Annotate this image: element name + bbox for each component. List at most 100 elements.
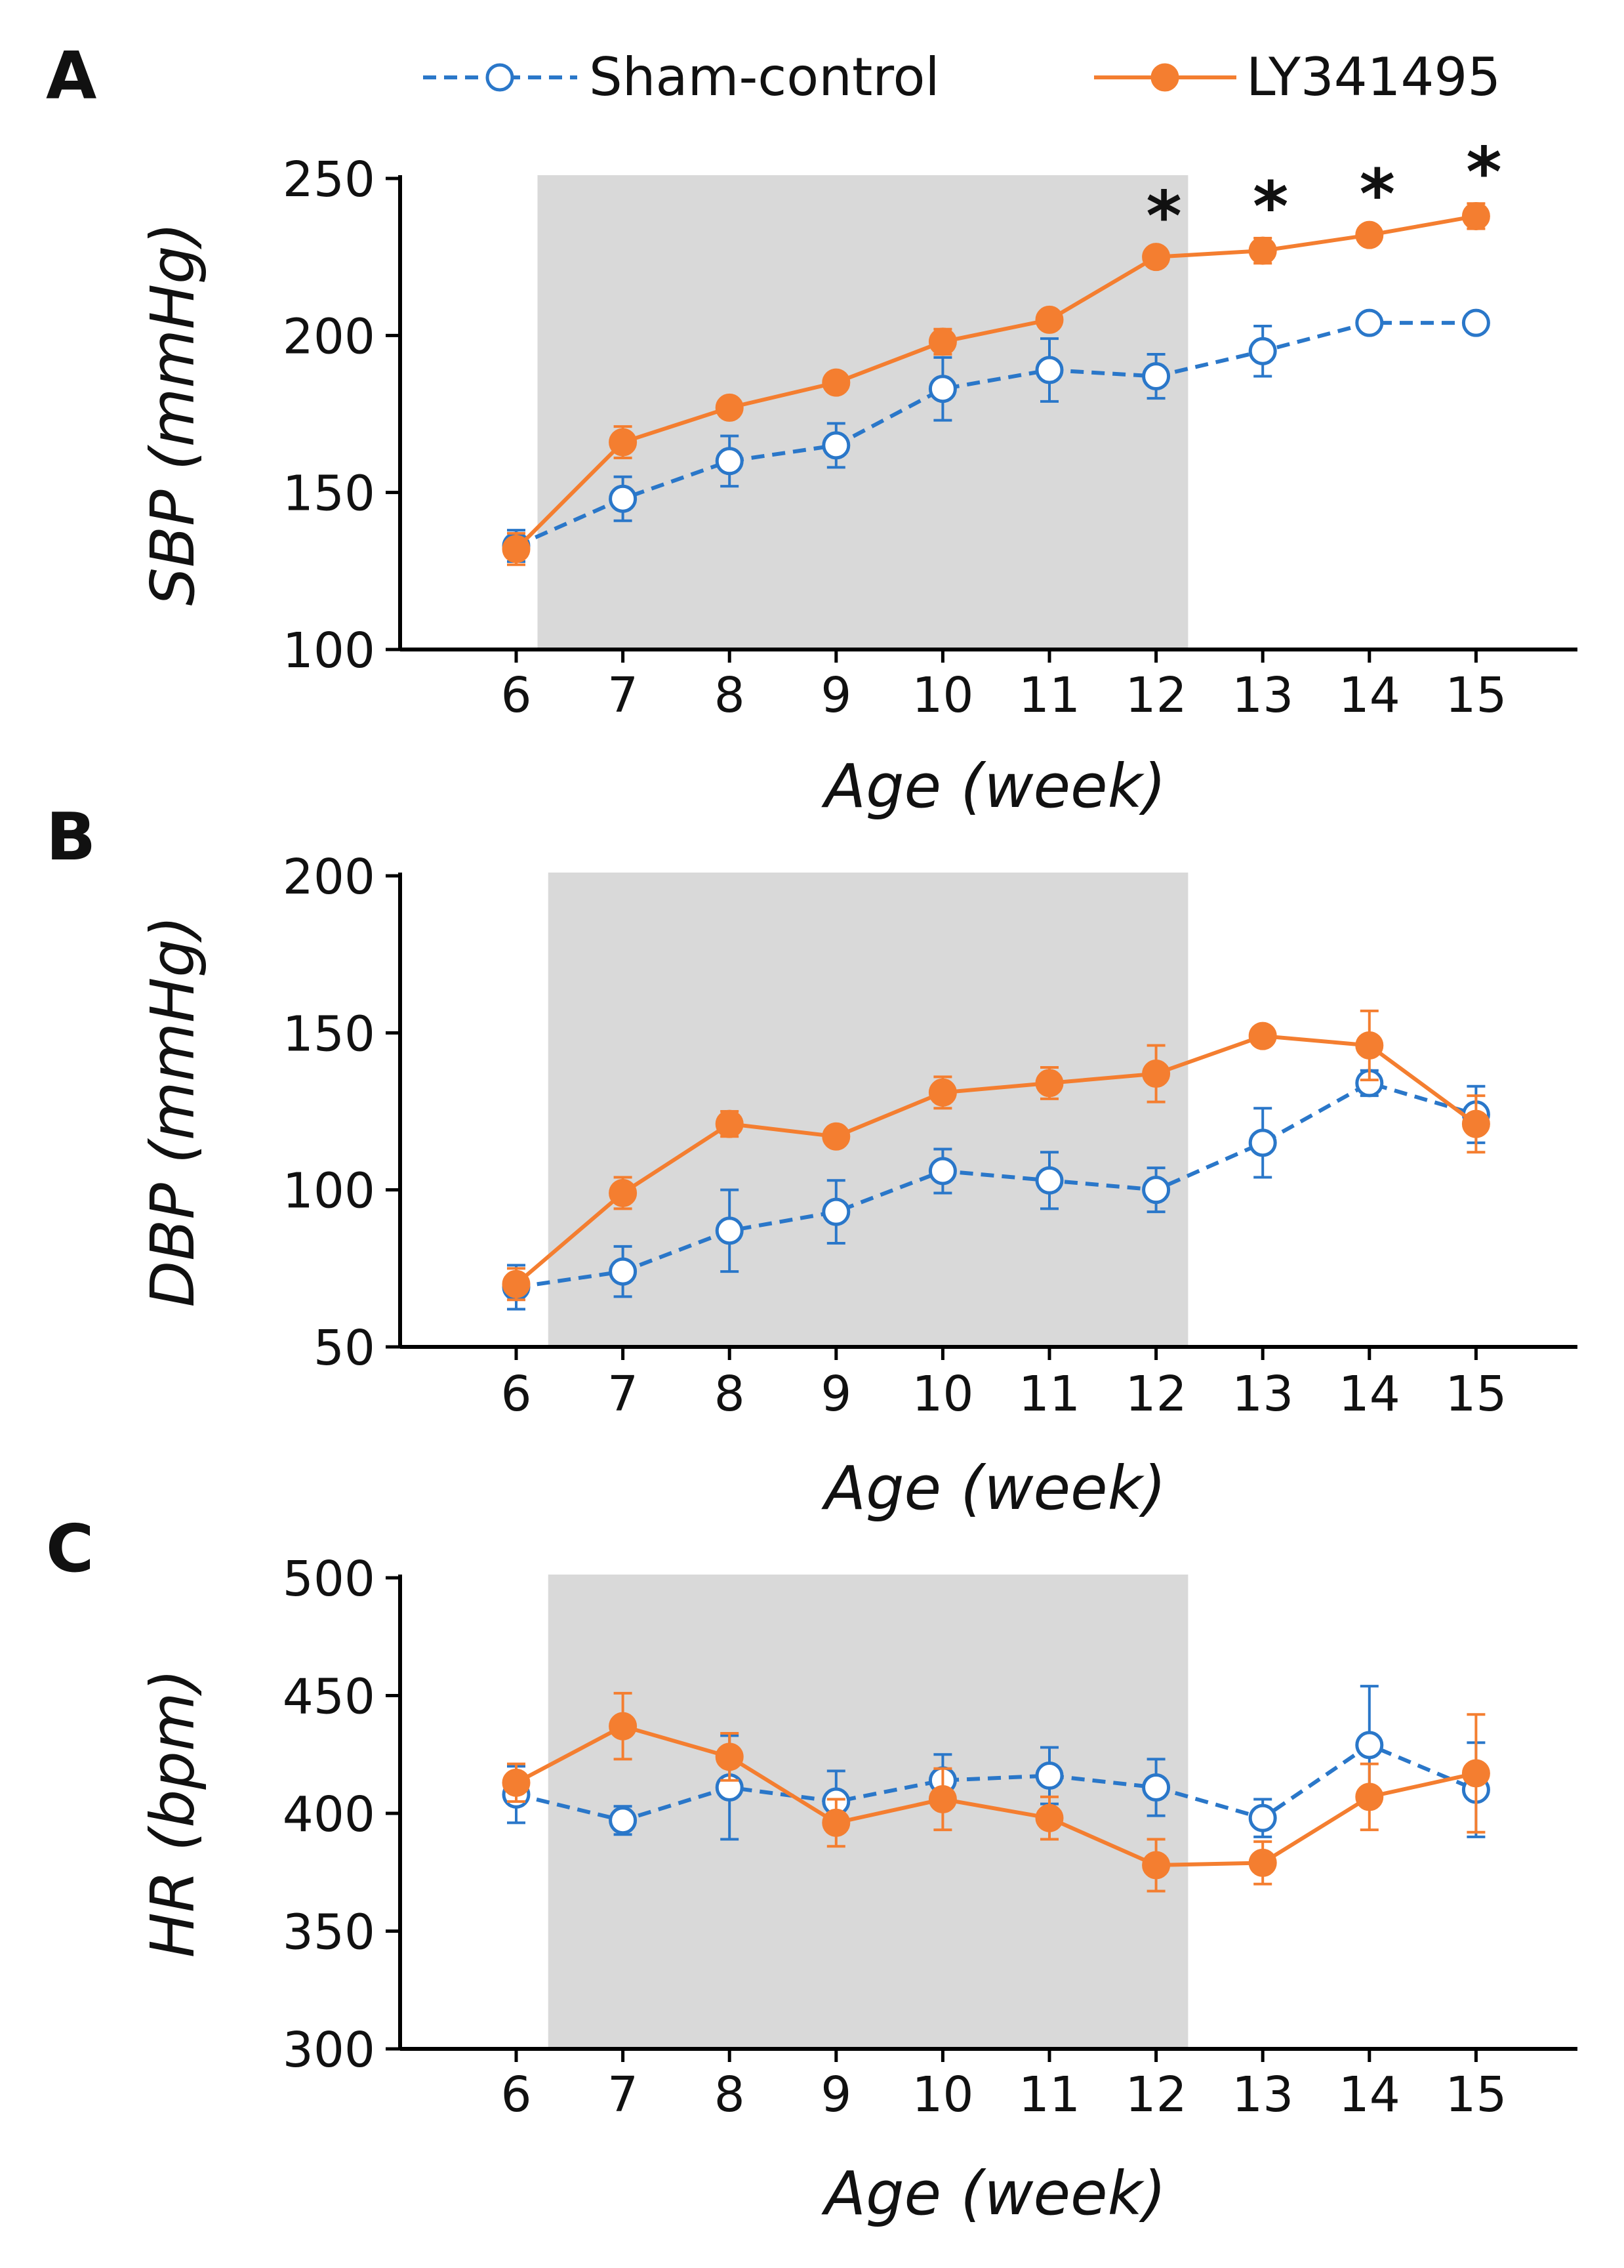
data-point xyxy=(1461,1759,1490,1788)
y-tick-label: 200 xyxy=(283,308,375,365)
y-tick-label: 300 xyxy=(283,2022,375,2078)
series-sham-control xyxy=(502,308,1490,563)
x-tick-label: 12 xyxy=(1126,667,1187,724)
treatment-period-shading xyxy=(548,1575,1188,2047)
x-tick-label: 12 xyxy=(1126,1366,1187,1422)
x-tick-label: 7 xyxy=(607,2067,638,2123)
data-point xyxy=(715,447,744,476)
treatment-period-shading xyxy=(548,873,1188,1345)
significance-marker: * xyxy=(1466,132,1501,212)
x-tick-label: 14 xyxy=(1339,667,1400,724)
x-tick-label: 13 xyxy=(1232,2067,1293,2123)
x-tick-label: 12 xyxy=(1126,2067,1187,2123)
series-line-ly341495 xyxy=(514,214,1476,550)
y-tick-label: 100 xyxy=(283,623,375,679)
data-point xyxy=(1035,356,1064,384)
data-point xyxy=(715,1216,744,1245)
data-point xyxy=(715,1109,744,1138)
data-point xyxy=(1355,308,1384,337)
data-point xyxy=(1142,1060,1171,1088)
y-axis-title: SBP (mmHg) xyxy=(138,222,208,606)
legend-label-sham-control: Sham-control xyxy=(589,47,940,108)
data-point xyxy=(1248,236,1277,265)
data-point xyxy=(609,484,638,513)
data-point xyxy=(1355,1783,1384,1811)
x-tick-label: 10 xyxy=(912,667,973,724)
y-axis-title: DBP (mmHg) xyxy=(138,915,208,1307)
data-point xyxy=(1355,1731,1384,1760)
x-tick-label: 9 xyxy=(821,1366,851,1422)
data-point xyxy=(1035,1804,1064,1832)
data-point xyxy=(1142,1176,1171,1205)
data-point xyxy=(1142,243,1171,272)
series-line-sham-control xyxy=(516,1742,1477,1823)
x-tick-label: 9 xyxy=(821,667,851,724)
legend: Sham-control LY341495 xyxy=(423,47,1501,108)
panel-letter-a: A xyxy=(46,37,96,114)
significance-marker: * xyxy=(1360,154,1395,234)
x-axis-title: Age (week) xyxy=(821,751,1166,821)
x-tick-label: 8 xyxy=(714,2067,745,2123)
data-point xyxy=(1142,362,1171,391)
series-line-ly341495 xyxy=(515,1723,1477,1867)
data-point xyxy=(822,431,851,460)
data-point xyxy=(1248,337,1277,365)
x-tick-label: 15 xyxy=(1445,667,1507,724)
data-point xyxy=(502,1269,531,1298)
series-line-sham-control xyxy=(515,321,1476,548)
x-tick-label: 6 xyxy=(500,1366,531,1422)
panel-letter-c: C xyxy=(46,1510,94,1587)
data-point xyxy=(1248,1848,1277,1877)
data-point xyxy=(1355,220,1384,249)
series-ly341495 xyxy=(502,1691,1490,1893)
data-point xyxy=(715,1742,744,1771)
data-point xyxy=(928,1078,957,1107)
data-point xyxy=(1248,1804,1277,1832)
x-tick-label: 8 xyxy=(714,1366,745,1422)
data-point xyxy=(1142,1851,1171,1880)
data-point xyxy=(1355,1031,1384,1060)
x-tick-label: 13 xyxy=(1232,667,1293,724)
data-point xyxy=(822,368,851,397)
data-point xyxy=(502,1768,531,1797)
panel-letter-b: B xyxy=(46,798,96,875)
y-tick-label: 500 xyxy=(283,1551,375,1607)
data-point xyxy=(822,1122,851,1151)
x-axis-title: Age (week) xyxy=(821,1453,1166,1523)
data-point xyxy=(1461,1109,1490,1138)
x-tick-label: 13 xyxy=(1232,1366,1293,1422)
y-tick-label: 150 xyxy=(283,466,375,522)
x-tick-label: 7 xyxy=(607,1366,638,1422)
y-tick-label: 250 xyxy=(283,152,375,208)
chart-panel-sbp: 100 150 200 250 6 7 8 9 10 11 12 13 14 15 Age (week) SB… xyxy=(138,132,1577,821)
chart-panel-dbp: 50 100 150 200 6 7 8 9 10 11 12 13 14 15 Age (week) DBP… xyxy=(138,849,1577,1523)
y-tick-label: 150 xyxy=(283,1006,375,1062)
y-axis-title: HR (bpm) xyxy=(138,1669,208,1958)
treatment-period-shading xyxy=(537,175,1188,648)
data-point xyxy=(822,1808,851,1837)
data-point xyxy=(715,393,744,422)
x-tick-label: 7 xyxy=(607,667,638,724)
data-point xyxy=(609,1806,638,1835)
x-tick-label: 11 xyxy=(1019,1366,1080,1422)
data-point xyxy=(1035,1762,1064,1790)
significance-marker: * xyxy=(1253,167,1288,247)
legend-item-sham-control: Sham-control xyxy=(423,47,940,108)
series-ly341495 xyxy=(502,1009,1490,1302)
data-point xyxy=(1142,1773,1171,1802)
data-point xyxy=(1035,1166,1064,1195)
x-tick-label: 6 xyxy=(500,667,531,724)
x-tick-label: 14 xyxy=(1339,1366,1400,1422)
data-point xyxy=(502,535,531,564)
y-tick-label: 200 xyxy=(283,849,375,905)
x-tick-label: 9 xyxy=(821,2067,851,2123)
data-point xyxy=(609,1712,638,1741)
legend-marker-ly341495 xyxy=(1150,63,1179,92)
data-point xyxy=(1461,308,1490,337)
data-point xyxy=(609,1257,638,1286)
x-tick-label: 11 xyxy=(1019,2067,1080,2123)
data-point xyxy=(609,428,638,457)
x-tick-label: 11 xyxy=(1019,667,1080,724)
x-tick-label: 15 xyxy=(1445,1366,1507,1422)
